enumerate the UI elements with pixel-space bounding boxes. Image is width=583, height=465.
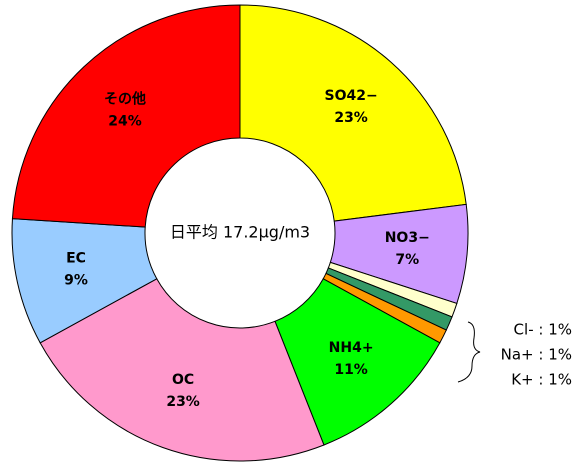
value-label: 23% (166, 394, 200, 410)
brace (457, 321, 481, 383)
side-label: Cl- : 1% (514, 321, 572, 339)
category-label: NH4+ (329, 340, 374, 356)
donut-slice (11, 4, 241, 228)
value-label: 9% (64, 273, 88, 289)
value-label: 11% (334, 362, 368, 378)
category-label: NO3− (385, 230, 430, 246)
center-label: 日平均 17.2μg/m3 (170, 223, 310, 242)
value-label: 7% (395, 252, 419, 268)
value-label: 23% (334, 110, 368, 126)
category-label: SO42− (324, 88, 377, 104)
donut-slice (39, 278, 325, 462)
category-label: OC (172, 372, 194, 388)
side-label: K+ : 1% (511, 371, 572, 389)
side-label: Na+ : 1% (501, 346, 572, 364)
category-label: EC (66, 251, 86, 267)
value-label: 24% (108, 114, 142, 130)
category-label: その他 (104, 91, 146, 108)
donut-slice (239, 4, 467, 222)
